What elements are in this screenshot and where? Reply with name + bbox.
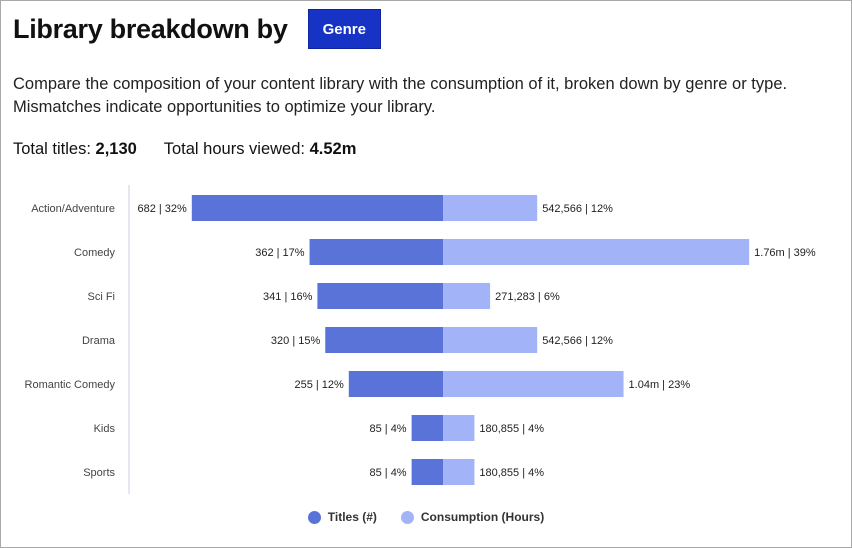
- data-label-consumption-comedy: 1.76m | 39%: [754, 247, 816, 259]
- bar-consumption-sports: [443, 459, 475, 485]
- category-label-romantic-comedy: Romantic Comedy: [25, 379, 116, 391]
- bar-consumption-drama: [443, 327, 538, 353]
- data-label-titles-action-adventure: 682 | 32%: [137, 203, 187, 215]
- category-label-sports: Sports: [83, 467, 115, 479]
- legend-swatch-consumption: [400, 510, 414, 524]
- bar-consumption-sci-fi: [443, 283, 491, 309]
- legend-swatch-titles: [307, 510, 321, 524]
- bar-titles-romantic-comedy: [348, 371, 443, 397]
- legend-label-titles: Titles (#): [327, 510, 377, 524]
- bar-titles-action-adventure: [191, 195, 443, 221]
- totals-line: Total titles: 2,130 Total hours viewed: …: [13, 140, 356, 159]
- data-label-titles-romantic-comedy: 255 | 12%: [294, 379, 344, 391]
- total-hours-label: Total hours viewed:: [163, 140, 305, 158]
- data-label-titles-kids: 85 | 4%: [369, 423, 406, 435]
- data-label-titles-sci-fi: 341 | 16%: [263, 291, 313, 303]
- legend-item-titles[interactable]: Titles (#): [307, 510, 377, 524]
- bar-titles-drama: [325, 327, 443, 353]
- bar-titles-sports: [411, 459, 443, 485]
- category-label-drama: Drama: [82, 335, 116, 347]
- legend-item-consumption[interactable]: Consumption (Hours): [400, 510, 545, 524]
- data-label-consumption-romantic-comedy: 1.04m | 23%: [629, 379, 691, 391]
- total-titles-label: Total titles:: [13, 140, 91, 158]
- data-label-consumption-sci-fi: 271,283 | 6%: [495, 291, 560, 303]
- category-label-kids: Kids: [94, 423, 116, 435]
- data-label-consumption-action-adventure: 542,566 | 12%: [542, 203, 613, 215]
- bar-consumption-comedy: [443, 239, 750, 265]
- bar-consumption-kids: [443, 415, 475, 441]
- data-label-consumption-sports: 180,855 | 4%: [479, 467, 544, 479]
- category-label-sci-fi: Sci Fi: [88, 291, 116, 303]
- total-titles-value: 2,130: [95, 140, 137, 158]
- chart-description: Compare the composition of your content …: [13, 75, 788, 116]
- bar-titles-sci-fi: [317, 283, 443, 309]
- data-label-titles-drama: 320 | 15%: [271, 335, 321, 347]
- page-title: Library breakdown by: [13, 13, 288, 44]
- data-label-titles-comedy: 362 | 17%: [255, 247, 305, 259]
- legend-label-consumption: Consumption (Hours): [420, 510, 545, 524]
- data-label-consumption-kids: 180,855 | 4%: [479, 423, 544, 435]
- bar-titles-kids: [411, 415, 443, 441]
- data-label-consumption-drama: 542,566 | 12%: [542, 335, 613, 347]
- chart-legend: Titles (#) Consumption (Hours): [0, 510, 852, 524]
- bar-consumption-action-adventure: [443, 195, 538, 221]
- title-row: Library breakdown by Genre: [13, 9, 381, 49]
- genre-selector-button[interactable]: Genre: [307, 9, 381, 49]
- total-hours-value: 4.52m: [309, 140, 357, 158]
- category-label-comedy: Comedy: [74, 247, 115, 259]
- bar-titles-comedy: [309, 239, 443, 265]
- category-label-action-adventure: Action/Adventure: [31, 203, 115, 215]
- bar-consumption-romantic-comedy: [443, 371, 624, 397]
- data-label-titles-sports: 85 | 4%: [369, 467, 406, 479]
